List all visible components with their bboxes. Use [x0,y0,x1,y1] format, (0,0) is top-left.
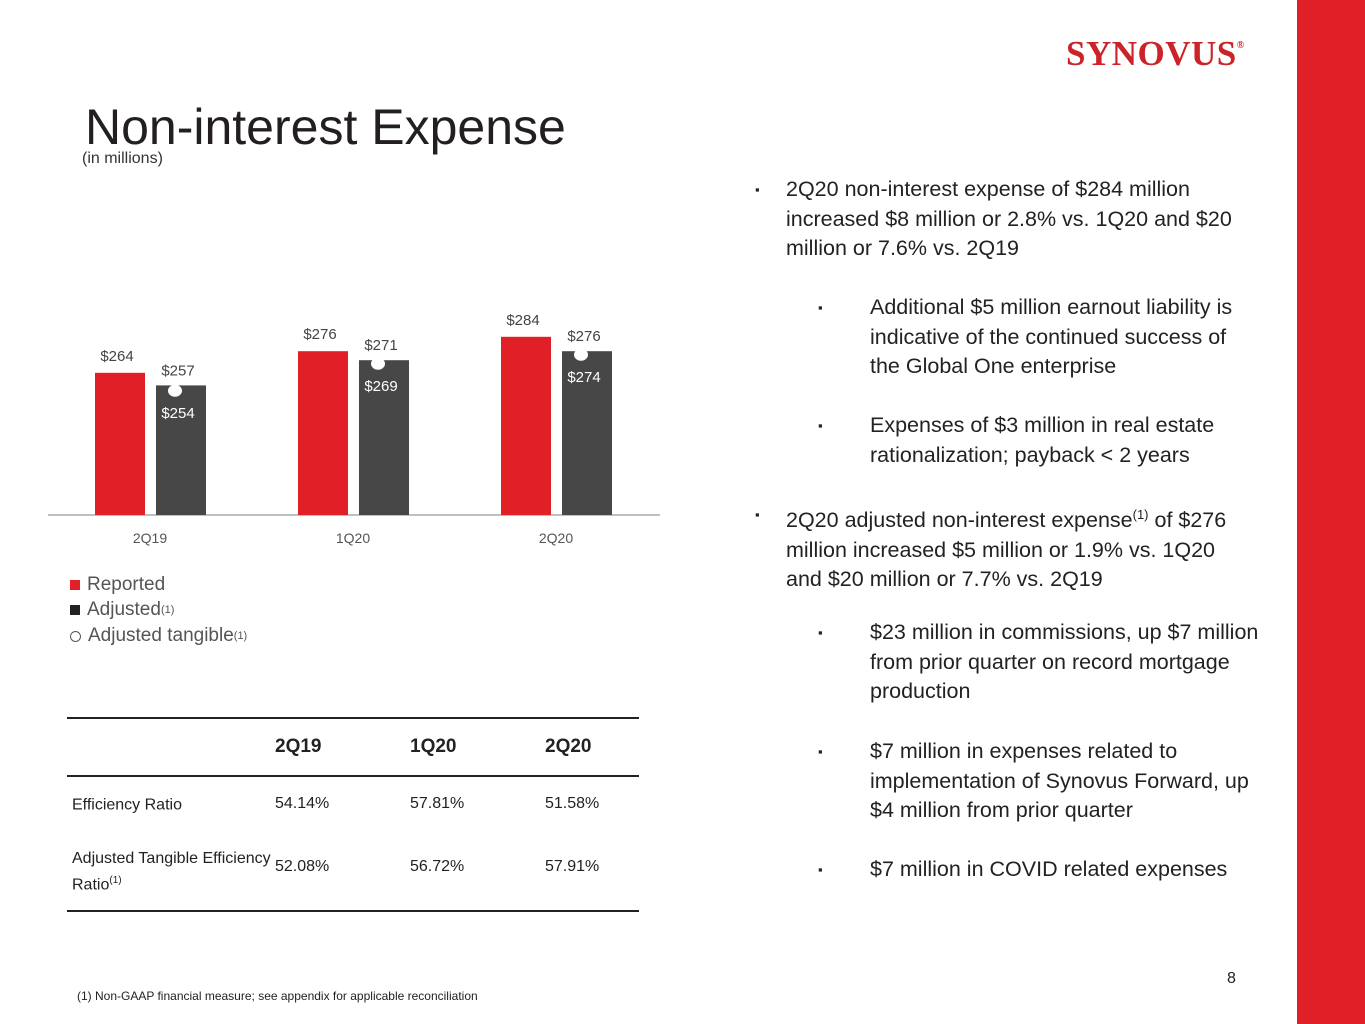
legend-tangible: Adjusted tangible (1) [70,625,247,647]
data-label-tangible-2Q19: $254 [161,405,194,422]
legend-tangible-label: Adjusted tangible [88,625,234,646]
bar-reported-2Q20 [501,336,551,515]
data-label-adjusted-1Q20: $271 [364,337,397,354]
marker-tangible-2Q20 [574,348,588,361]
bar-reported-2Q19 [95,372,145,515]
page-subtitle: (in millions) [82,150,163,167]
data-label-adjusted-2Q19: $257 [161,362,194,379]
synovus-logo: SYNOVUS® [1066,34,1245,73]
data-label-adjusted-2Q20: $276 [567,328,600,345]
row-label: Efficiency Ratio [72,796,182,814]
data-label-tangible-2Q20: $274 [567,369,600,386]
table-header-1q20: 1Q20 [410,736,457,757]
row-value: 51.58% [545,795,600,812]
legend-adjusted-swatch [70,605,80,615]
bar-reported-1Q20 [298,351,348,515]
legend-reported: Reported [70,574,165,596]
bar-adjusted-2Q20 [562,351,612,515]
table-header-2q19: 2Q19 [275,736,322,757]
legend-reported-label: Reported [87,574,166,595]
row-value: 52.08% [275,858,330,875]
page-number: 8 [1227,970,1236,987]
row-value: 56.72% [410,858,465,875]
expense-bar-chart: $264 $257 $254 2Q19 $276 $271 $269 1Q20 $284 $276… [48,312,660,546]
bar-adjusted-1Q20 [359,360,409,515]
legend-reported-swatch [70,580,80,590]
bar-adjusted-2Q19 [156,385,206,515]
marker-tangible-2Q19 [168,384,182,397]
x-tick-1Q20: 1Q20 [336,530,370,546]
x-tick-2Q20: 2Q20 [539,530,573,546]
footnote: (1) Non-GAAP financial measure; see appe… [77,989,478,1003]
data-label-reported-2Q19: $264 [100,348,133,365]
table-row: Adjusted Tangible Efficiency Ratio(1) 52… [67,840,639,912]
table-row: Efficiency Ratio 54.14% 57.81% 51.58% [67,776,639,840]
row-value: 54.14% [275,795,330,812]
efficiency-ratio-table: 2Q19 1Q20 2Q20 Efficiency Ratio 54.14% 5… [67,717,639,912]
legend-tangible-circle [70,630,81,642]
page-title: Non-interest Expense [85,99,566,155]
data-label-reported-2Q20: $284 [506,312,539,329]
row-label: Adjusted Tangible Efficiency Ratio(1) [72,850,271,894]
data-label-reported-1Q20: $276 [303,326,336,343]
table-header-blank [67,718,274,776]
data-label-tangible-1Q20: $269 [364,378,397,395]
x-tick-2Q19: 2Q19 [133,530,167,546]
row-value: 57.91% [545,858,600,875]
table-header-row: 2Q19 1Q20 2Q20 [67,718,639,776]
legend-adjusted-label: Adjusted [87,599,161,620]
table-header-2q20: 2Q20 [545,736,592,757]
legend-adjusted: Adjusted (1) [70,599,174,621]
brand-side-bar [1297,0,1365,1024]
row-value: 57.81% [410,795,465,812]
marker-tangible-1Q20 [371,357,385,370]
